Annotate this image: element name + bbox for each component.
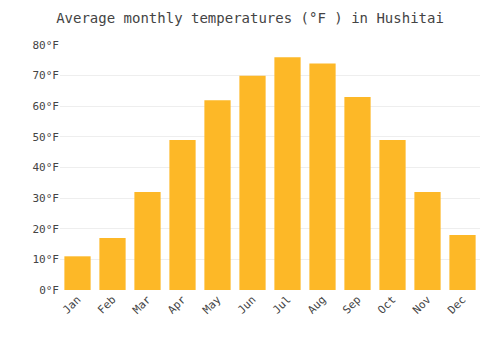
svg-text:20°F: 20°F [33, 223, 60, 236]
svg-text:Jul: Jul [270, 293, 293, 316]
svg-text:Nov: Nov [410, 293, 434, 317]
svg-text:Feb: Feb [95, 293, 118, 316]
svg-text:50°F: 50°F [33, 131, 60, 144]
svg-text:Apr: Apr [165, 293, 189, 317]
svg-text:Dec: Dec [445, 293, 468, 316]
svg-text:Average monthly temperatures (: Average monthly temperatures (°F ) in Hu… [56, 10, 444, 26]
svg-text:Sep: Sep [340, 293, 363, 316]
svg-text:10°F: 10°F [33, 253, 60, 266]
svg-text:Jun: Jun [235, 293, 258, 316]
svg-text:Jan: Jan [60, 293, 83, 316]
svg-text:0°F: 0°F [39, 284, 59, 297]
svg-text:Oct: Oct [375, 293, 398, 316]
svg-text:Mar: Mar [130, 293, 154, 317]
svg-text:May: May [200, 293, 224, 317]
svg-text:Aug: Aug [305, 293, 328, 316]
svg-text:30°F: 30°F [33, 192, 60, 205]
svg-text:40°F: 40°F [33, 161, 60, 174]
svg-text:60°F: 60°F [33, 100, 60, 113]
svg-text:70°F: 70°F [33, 69, 60, 82]
svg-text:80°F: 80°F [33, 39, 60, 52]
